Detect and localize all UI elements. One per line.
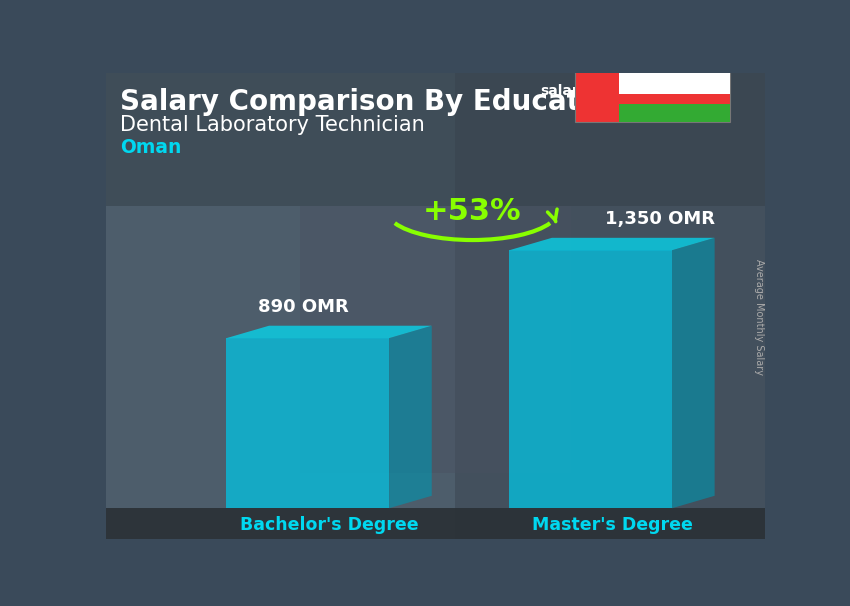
Text: Bachelor's Degree: Bachelor's Degree <box>240 516 418 534</box>
Text: Average Monthly Salary: Average Monthly Salary <box>754 259 764 375</box>
Bar <box>619 66 730 94</box>
Bar <box>106 73 455 539</box>
Polygon shape <box>509 250 672 508</box>
Text: 1,350 OMR: 1,350 OMR <box>605 210 716 228</box>
Text: Dental Laboratory Technician: Dental Laboratory Technician <box>120 115 425 135</box>
Polygon shape <box>509 238 715 250</box>
Text: Salary Comparison By Education: Salary Comparison By Education <box>120 88 628 116</box>
Text: salary: salary <box>541 84 588 98</box>
Text: Oman: Oman <box>120 139 182 158</box>
Bar <box>300 206 571 473</box>
Polygon shape <box>226 338 389 508</box>
Bar <box>106 73 765 206</box>
Bar <box>619 104 730 122</box>
Text: 890 OMR: 890 OMR <box>258 298 349 316</box>
Bar <box>455 73 765 539</box>
Bar <box>575 66 730 122</box>
Polygon shape <box>226 325 432 338</box>
Text: Master's Degree: Master's Degree <box>531 516 693 534</box>
Text: .com: .com <box>658 84 695 98</box>
Polygon shape <box>389 325 432 508</box>
Polygon shape <box>672 238 715 508</box>
Text: +53%: +53% <box>423 197 522 225</box>
Bar <box>106 508 765 539</box>
Text: explorer: explorer <box>585 84 650 98</box>
